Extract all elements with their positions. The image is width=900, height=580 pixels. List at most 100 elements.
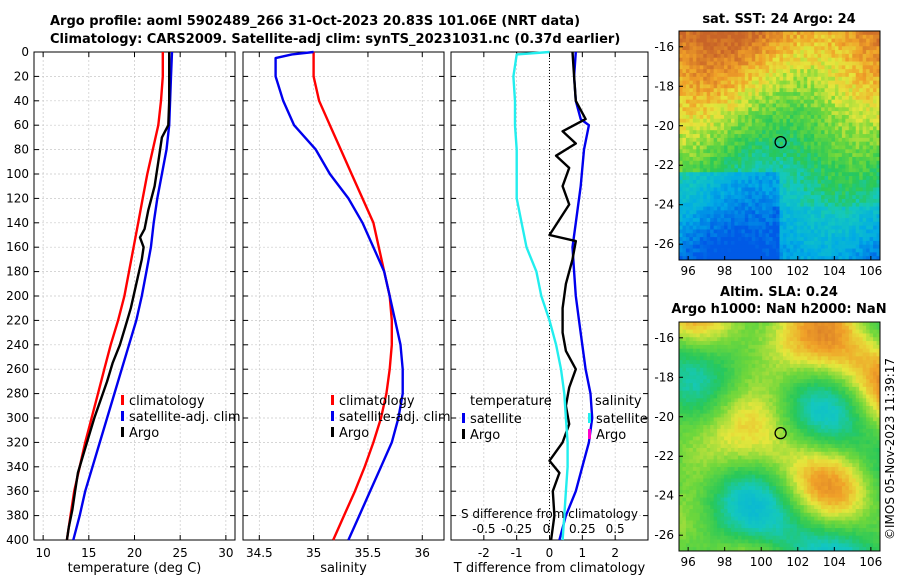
map-cell [859,344,864,350]
map-cell [720,218,725,223]
map-cell [727,240,732,246]
map-cell [751,210,756,215]
map-cell [724,198,728,204]
map-cell [679,333,683,338]
map-cell [824,214,829,219]
map-cell [876,252,881,257]
map-cell [692,107,697,112]
map-cell [737,344,742,350]
map-cell [786,371,791,376]
map-cell [713,31,718,36]
map-cell [772,214,777,219]
map-cell [772,65,777,70]
map-cell [692,225,697,230]
map-cell [724,92,728,97]
map-cell [769,333,773,338]
map-cell [831,229,836,234]
map-cell [814,38,819,43]
map-cell [834,76,839,82]
map-cell [848,322,853,327]
map-cell [782,72,787,78]
map-cell [776,325,780,331]
map-cell [793,34,798,40]
map-cell [789,352,794,357]
map-cell [710,50,715,55]
map-cell [800,237,805,242]
map-cell [741,390,746,395]
map-cell [703,46,708,51]
map-cell [848,164,853,169]
map-cell [789,80,794,85]
map-cell [776,42,780,47]
map-cell [696,341,701,346]
map-cell [724,84,728,89]
map-cell [720,210,725,215]
map-cell [831,164,836,169]
map-cell [703,72,708,78]
map-cell [852,72,857,78]
map-cell [855,252,860,257]
map-cell [762,337,767,342]
map-cell [717,352,721,357]
map-cell [717,348,721,353]
map-cell [696,229,701,234]
map-cell [699,218,704,223]
map-cell [755,137,760,143]
top-axis-tick-label: 0.5 [606,522,625,536]
map-cell [779,176,784,181]
map-cell [689,248,694,253]
map-cell [717,195,721,200]
map-cell [755,84,760,89]
map-cell [807,130,812,135]
map-cell [821,183,825,188]
map-cell [685,191,690,196]
map-cell [848,233,853,238]
map-cell [706,137,711,143]
map-cell [821,225,825,230]
map-cell [713,233,718,238]
map-cell [744,210,749,215]
map-cell [699,202,704,207]
map-cell [831,61,836,66]
map-cell [744,72,749,78]
map-cell [727,92,732,97]
map-cell [730,160,735,165]
map-cell [831,390,836,395]
map-cell [744,172,749,177]
map-cell [699,149,704,154]
map-cell [800,84,805,89]
map-cell [807,202,812,207]
map-cell [831,111,836,116]
map-cell [689,53,694,59]
map-cell [744,202,749,207]
map-cell [744,371,749,376]
map-cell [751,337,756,342]
map-cell [717,118,721,123]
map-cell [821,252,825,257]
map-cell [859,137,864,143]
map-cell [793,360,798,365]
map-cell [765,210,770,215]
map-cell [724,179,728,185]
map-cell [807,344,812,350]
map-cell [859,187,864,192]
map-cell [699,221,704,227]
map-cell [762,371,767,376]
map-cell [848,363,853,369]
map-cell [730,61,735,66]
map-cell [699,225,704,230]
map-cell [727,198,732,204]
map-cell [769,386,773,392]
map-cell [682,95,687,101]
map-cell [810,31,815,36]
salinity-profile-panel: 34.5 35 35.5 36salinityclimatologysatellite… [242,50,451,576]
map-cell [869,145,874,150]
y-tick-label: 360 [6,484,29,498]
map-cell [866,218,871,223]
map-cell [855,210,860,215]
map-cell [748,202,753,207]
map-cell [831,53,836,59]
map-cell [800,337,805,342]
map-cell [796,256,801,261]
map-cell [859,233,864,238]
